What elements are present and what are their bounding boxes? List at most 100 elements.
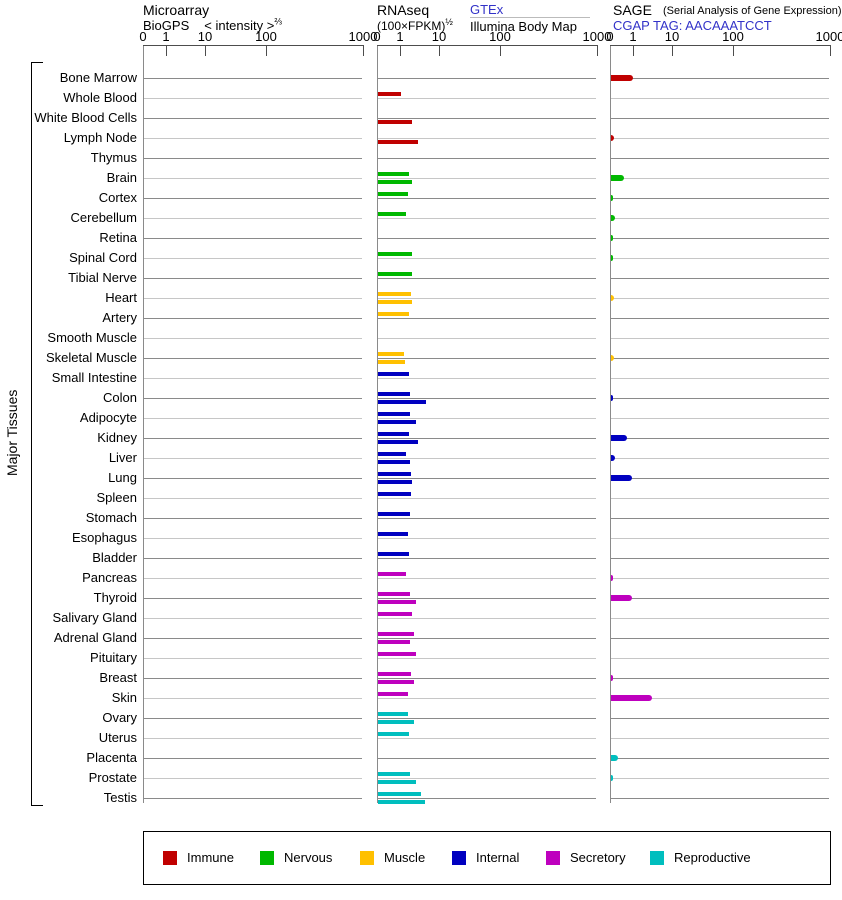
row-guide-line <box>378 718 596 719</box>
gtex-bar <box>378 272 412 276</box>
tissue-label: Bladder <box>92 550 137 565</box>
tissue-label: Breast <box>99 670 137 685</box>
gtex-bar <box>378 552 409 556</box>
tissue-label: Salivary Gland <box>52 610 137 625</box>
gtex-bar <box>378 572 406 576</box>
row-guide-line <box>611 298 829 299</box>
gtex-bar <box>378 512 410 516</box>
row-guide-line <box>378 398 596 399</box>
illumina-bar <box>378 680 414 684</box>
axis-baseline <box>377 45 597 46</box>
legend-swatch-nervous <box>260 851 274 865</box>
gtex-bar <box>378 432 409 436</box>
row-guide-line <box>611 358 829 359</box>
row-guide-line <box>378 318 596 319</box>
row-guide-line <box>144 558 362 559</box>
row-guide-line <box>144 698 362 699</box>
row-guide-line <box>611 718 829 719</box>
legend-label-secretory: Secretory <box>570 850 626 865</box>
axis-tick-label: 100 <box>722 29 744 44</box>
axis-tick-mark <box>400 45 401 56</box>
gtex-bar <box>378 732 409 736</box>
row-guide-line <box>611 438 829 439</box>
row-guide-line <box>144 298 362 299</box>
sage-bar <box>611 475 632 481</box>
row-guide-line <box>144 318 362 319</box>
illumina-bar <box>378 140 418 144</box>
illumina-bar <box>378 420 416 424</box>
tissue-label: Liver <box>108 450 137 465</box>
legend-label-nervous: Nervous <box>284 850 333 865</box>
row-guide-line <box>378 78 596 79</box>
row-guide-line <box>611 698 829 699</box>
illumina-bar <box>378 400 426 404</box>
microarray-panel-title: Microarray <box>143 2 210 18</box>
gtex-bar <box>378 412 410 416</box>
gtex-bar <box>378 252 412 256</box>
axis-tick-label: 1000 <box>582 29 612 44</box>
tissue-label: Smooth Muscle <box>47 330 137 345</box>
row-guide-line <box>378 198 596 199</box>
sage-bar <box>611 675 613 681</box>
row-guide-line <box>611 238 829 239</box>
gtex-bar <box>378 772 410 776</box>
sage-panel-title: SAGE <box>613 2 652 18</box>
row-guide-line <box>144 658 362 659</box>
row-guide-line <box>144 678 362 679</box>
row-guide-line <box>378 738 596 739</box>
row-guide-line <box>611 378 829 379</box>
axis-baseline <box>143 45 363 46</box>
tissue-label: Colon <box>103 390 137 405</box>
row-guide-line <box>611 218 829 219</box>
tissue-label: Brain <box>106 170 137 185</box>
row-guide-line <box>611 278 829 279</box>
sage-bar <box>611 175 624 181</box>
illumina-bar <box>378 300 412 304</box>
tissue-bracket-top-cap <box>31 62 43 63</box>
row-guide-line <box>378 498 596 499</box>
row-guide-line <box>378 298 596 299</box>
rnaseq-transform-label: (100×FPKM) <box>377 19 446 33</box>
illumina-body-map-label: Illumina Body Map <box>470 19 577 34</box>
row-guide-line <box>611 678 829 679</box>
category-legend: Immune Nervous Muscle Internal Secretory Repr… <box>143 831 831 885</box>
row-guide-line <box>611 258 829 259</box>
row-guide-line <box>144 118 362 119</box>
axis-tick-label: 0 <box>139 29 147 44</box>
row-guide-line <box>378 138 596 139</box>
illumina-bar <box>378 180 412 184</box>
row-guide-line <box>611 78 829 79</box>
gtex-link[interactable]: GTEx <box>470 2 504 17</box>
sage-bar <box>611 775 613 781</box>
row-guide-line <box>611 458 829 459</box>
cgap-tag-link[interactable]: CGAP TAG: AACAAATCCT <box>613 18 772 33</box>
legend-label-immune: Immune <box>187 850 234 865</box>
gtex-bar <box>378 92 401 96</box>
illumina-bar <box>378 120 412 124</box>
row-guide-line <box>378 118 596 119</box>
tissue-label: Prostate <box>88 770 137 785</box>
gtex-bar <box>378 652 416 656</box>
row-guide-line <box>144 438 362 439</box>
gtex-bar <box>378 632 414 636</box>
axis-tick-label: 10 <box>431 29 447 44</box>
row-guide-line <box>611 198 829 199</box>
axis-tick-mark <box>733 45 734 56</box>
tissue-label: Lymph Node <box>63 130 137 145</box>
tissue-label: Cortex <box>98 190 137 205</box>
axis-tick-mark <box>672 45 673 56</box>
row-guide-line <box>144 578 362 579</box>
tissue-label: Spinal Cord <box>69 250 137 265</box>
sage-bar <box>611 455 615 461</box>
row-guide-line <box>144 798 362 799</box>
illumina-bar <box>378 360 405 364</box>
row-guide-line <box>378 658 596 659</box>
gtex-bar <box>378 312 409 316</box>
row-guide-line <box>611 578 829 579</box>
sage-bar <box>611 755 618 761</box>
microarray-transform-label: < intensity > <box>204 18 275 33</box>
sage-bar <box>611 435 627 441</box>
illumina-bar <box>378 640 410 644</box>
gtex-underline-rule <box>470 17 590 18</box>
tissue-label: Testis <box>103 790 137 805</box>
